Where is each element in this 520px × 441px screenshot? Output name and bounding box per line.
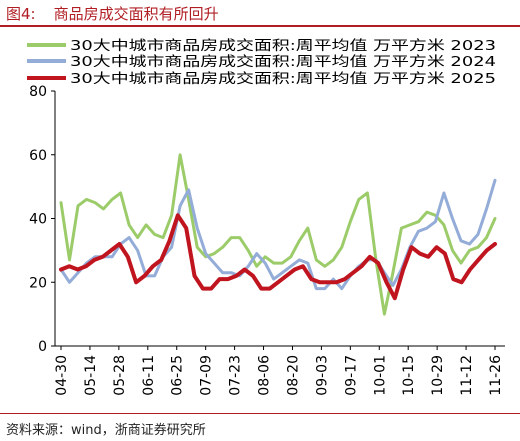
y-tick-label: 20 [29, 275, 47, 291]
x-tick-label: 06-11 [141, 355, 157, 396]
figure-label: 图4: [6, 5, 36, 23]
y-tick-label: 0 [38, 339, 47, 355]
y-tick-label: 80 [29, 84, 47, 100]
x-tick-label: 11-12 [459, 355, 475, 396]
x-tick-label: 09-03 [314, 355, 330, 396]
title-rule [0, 25, 520, 27]
x-tick-label: 09-17 [343, 355, 359, 396]
legend-label-3: 30大中城市商品房成交面积:周平均值 万平方米 2025 [70, 70, 496, 87]
chart-series-layer [59, 153, 497, 316]
x-tick-label: 05-14 [83, 355, 99, 396]
y-tick-label: 60 [29, 148, 47, 164]
x-tick-label: 05-28 [112, 355, 128, 396]
y-tick-label: 40 [29, 212, 47, 228]
figure-title: 图4: 商品房成交面积有所回升 [6, 3, 219, 24]
x-tick-label: 07-09 [199, 355, 215, 396]
x-tick-label: 10-29 [430, 355, 446, 396]
series-line-3 [59, 213, 497, 301]
source-rule [0, 413, 520, 414]
legend-label-2: 30大中城市商品房成交面积:周平均值 万平方米 2024 [70, 53, 496, 70]
x-tick-label: 08-06 [257, 355, 273, 396]
x-tick-label: 07-23 [228, 355, 244, 396]
x-tick-label: 10-01 [372, 355, 388, 396]
chart-legend: 30大中城市商品房成交面积:周平均值 万平方米 202330大中城市商品房成交面… [27, 37, 496, 87]
source-note: 资料来源：wind，浙商证券研究所 [6, 423, 206, 438]
x-tick-label: 10-15 [401, 355, 417, 396]
x-tick-label: 04-30 [54, 355, 70, 396]
series-line-1 [59, 153, 497, 316]
x-tick-label: 08-20 [285, 355, 301, 396]
figure-title-text: 商品房成交面积有所回升 [53, 5, 219, 23]
legend-label-1: 30大中城市商品房成交面积:周平均值 万平方米 2023 [70, 37, 496, 54]
x-tick-label: 06-25 [170, 355, 186, 396]
chart-axes: 0 20 40 60 80 04-30 05-14 05-28 06-11 06-25 07-09 0… [29, 84, 505, 396]
series-line-2 [59, 178, 497, 291]
x-tick-label: 11-26 [488, 355, 504, 396]
